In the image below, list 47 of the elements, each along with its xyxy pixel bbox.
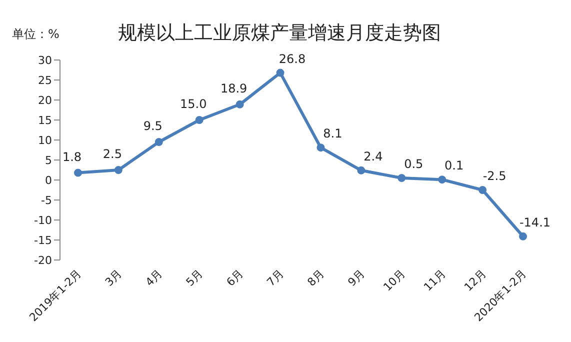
- y-tick-label: -5: [41, 194, 52, 207]
- data-label: -14.1: [519, 215, 551, 230]
- data-label: 0.5: [404, 157, 424, 171]
- x-tick-label: 5月: [184, 266, 206, 289]
- y-tick-label: 25: [38, 74, 52, 87]
- y-tick-label: 5: [45, 154, 52, 167]
- y-tick-label: 10: [38, 134, 52, 147]
- point: [398, 174, 406, 182]
- point: [438, 176, 446, 184]
- data-label: 18.9: [220, 81, 248, 96]
- point: [276, 68, 284, 77]
- y-tick-label: 15: [38, 114, 52, 127]
- x-tick-label: 3月: [102, 266, 125, 289]
- data-label: 9.5: [143, 119, 162, 133]
- point: [478, 186, 487, 194]
- y-tick-label: 30: [38, 54, 52, 67]
- data-label: 2.4: [364, 149, 383, 164]
- x-tick-label: 4月: [143, 266, 166, 289]
- point: [195, 116, 204, 124]
- y-tick-label: 20: [38, 94, 52, 107]
- x-tick-label: 11月: [421, 266, 448, 294]
- point: [236, 100, 244, 108]
- data-label: -2.5: [482, 169, 506, 183]
- chart-title: 规模以上工业原煤产量增速月度走势图: [118, 21, 441, 46]
- x-tick-label: 10月: [380, 266, 408, 294]
- y-tick-label: 0: [45, 174, 52, 187]
- data-label: 2.5: [102, 147, 122, 161]
- point: [114, 166, 122, 174]
- y-tick-label: -20: [34, 254, 52, 267]
- data-label: 26.8: [278, 52, 306, 66]
- y-tick-label: -10: [34, 214, 52, 227]
- x-tick-label: 12月: [462, 266, 489, 294]
- data-label: 15.0: [180, 97, 207, 111]
- point: [154, 138, 163, 146]
- point: [519, 232, 527, 240]
- text: 单位：%: [12, 26, 60, 43]
- y-tick-label: -15: [34, 234, 52, 247]
- point: [357, 166, 366, 174]
- data-label: 1.8: [62, 150, 82, 164]
- x-tick-label: 6月: [224, 266, 246, 289]
- x-tick-label: 7月: [264, 266, 286, 289]
- data-label: 0.1: [444, 158, 464, 173]
- x-tick-label: 8月: [304, 266, 327, 289]
- x-tick-label: 9月: [345, 266, 368, 289]
- data-label: 8.1: [323, 126, 342, 141]
- point: [316, 144, 325, 152]
- point: [74, 168, 82, 177]
